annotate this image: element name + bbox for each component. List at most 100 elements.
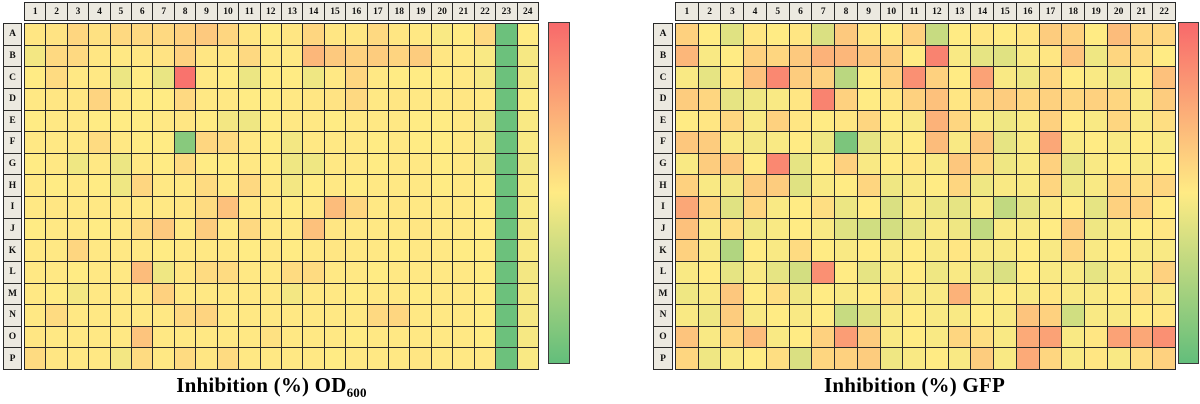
heatmap-cell [281, 24, 303, 45]
heatmap-cell [766, 326, 789, 348]
column-header: 5 [110, 3, 132, 20]
heatmap-cell [1085, 153, 1107, 175]
colorbar-gradient [548, 22, 570, 364]
heatmap-cell [1062, 153, 1085, 175]
heatmap-cell [1130, 218, 1153, 240]
heatmap-cell [789, 305, 812, 326]
heatmap-cell [994, 175, 1016, 196]
heatmap-cell [880, 132, 903, 153]
heatmap-cell [1016, 218, 1039, 240]
heatmap-cell [474, 283, 496, 305]
heatmap-cell [25, 326, 46, 348]
heatmap-cell [132, 326, 153, 348]
heatmap-cell [46, 348, 67, 369]
heatmap-cell [174, 261, 196, 283]
heatmap-cell [1153, 197, 1175, 218]
heatmap-cell [1062, 24, 1085, 45]
heatmap-cell [812, 218, 835, 240]
heatmap-cell [744, 45, 766, 67]
heatmap-cell [132, 218, 153, 240]
heatmap-cell [676, 175, 698, 196]
heatmap-cell [812, 175, 835, 196]
heatmap-cell [766, 175, 789, 196]
heatmap-cell [517, 261, 538, 283]
heatmap-cell [281, 197, 303, 218]
heatmap-cell [410, 261, 431, 283]
column-header: 7 [812, 3, 835, 20]
heatmap-cell [698, 45, 721, 67]
heatmap-cell [239, 197, 260, 218]
heatmap-cell [903, 240, 925, 261]
heatmap-cell [971, 153, 994, 175]
column-header: 3 [721, 3, 744, 20]
heatmap-cell [389, 218, 410, 240]
heatmap-cell [744, 175, 766, 196]
heatmap-cell [971, 45, 994, 67]
heatmap-cell [744, 240, 766, 261]
heatmap-cell [25, 24, 46, 45]
heatmap-cell [281, 348, 303, 369]
row-label: D [4, 88, 21, 110]
heatmap-cell [89, 24, 110, 45]
heatmap-cell [346, 348, 367, 369]
heatmap-cell [676, 197, 698, 218]
heatmap-cell [971, 326, 994, 348]
heatmap-cell [196, 305, 217, 326]
chart-title-subscript: 600 [346, 385, 367, 401]
heatmap-cell [1085, 261, 1107, 283]
heatmap-cell [857, 348, 880, 369]
heatmap-cell [496, 88, 517, 110]
heatmap-cell [517, 175, 538, 196]
heatmap-cell [303, 348, 324, 369]
heatmap-cell [517, 45, 538, 67]
heatmap-cell [994, 88, 1016, 110]
heatmap-cell [474, 218, 496, 240]
heatmap-cell [474, 305, 496, 326]
heatmap-cell [346, 67, 367, 88]
heatmap-cell [89, 305, 110, 326]
heatmap-cell [453, 67, 474, 88]
heatmap-cell [196, 283, 217, 305]
heatmap-cell [812, 45, 835, 67]
heatmap-cell [346, 110, 367, 132]
row-label: E [654, 110, 672, 132]
heatmap-cell [346, 261, 367, 283]
heatmap-cell [25, 88, 46, 110]
heatmap-cell [324, 110, 346, 132]
heatmap-cell [281, 175, 303, 196]
heatmap-cell [67, 24, 89, 45]
heatmap-cell [766, 45, 789, 67]
heatmap-cell [994, 348, 1016, 369]
heatmap-cell [324, 283, 346, 305]
heatmap-cell [132, 283, 153, 305]
heatmap-cell [453, 348, 474, 369]
heatmap-cell [1016, 153, 1039, 175]
heatmap-cell [431, 175, 453, 196]
heatmap-cell [721, 348, 744, 369]
heatmap-cell [89, 348, 110, 369]
heatmap-cell [1130, 67, 1153, 88]
heatmap-cell [789, 45, 812, 67]
heatmap-cell [303, 153, 324, 175]
column-header: 9 [857, 3, 880, 20]
heatmap-cell [410, 24, 431, 45]
heatmap-cell [721, 110, 744, 132]
heatmap-cell [453, 153, 474, 175]
heatmap-cell [410, 283, 431, 305]
heatmap-cell [46, 305, 67, 326]
heatmap-cell [453, 197, 474, 218]
heatmap-cell [948, 218, 971, 240]
heatmap-cell [948, 175, 971, 196]
heatmap-cell [925, 67, 948, 88]
heatmap-cell [766, 88, 789, 110]
heatmap-cell [281, 305, 303, 326]
heatmap-cell [153, 305, 174, 326]
heatmap-cell [89, 283, 110, 305]
heatmap-cell [303, 110, 324, 132]
heatmap-cell [1085, 175, 1107, 196]
heatmap-cell [110, 110, 132, 132]
heatmap-cell [1107, 261, 1130, 283]
heatmap-cell [346, 175, 367, 196]
heatmap-cell [239, 110, 260, 132]
heatmap-cell [1085, 283, 1107, 305]
